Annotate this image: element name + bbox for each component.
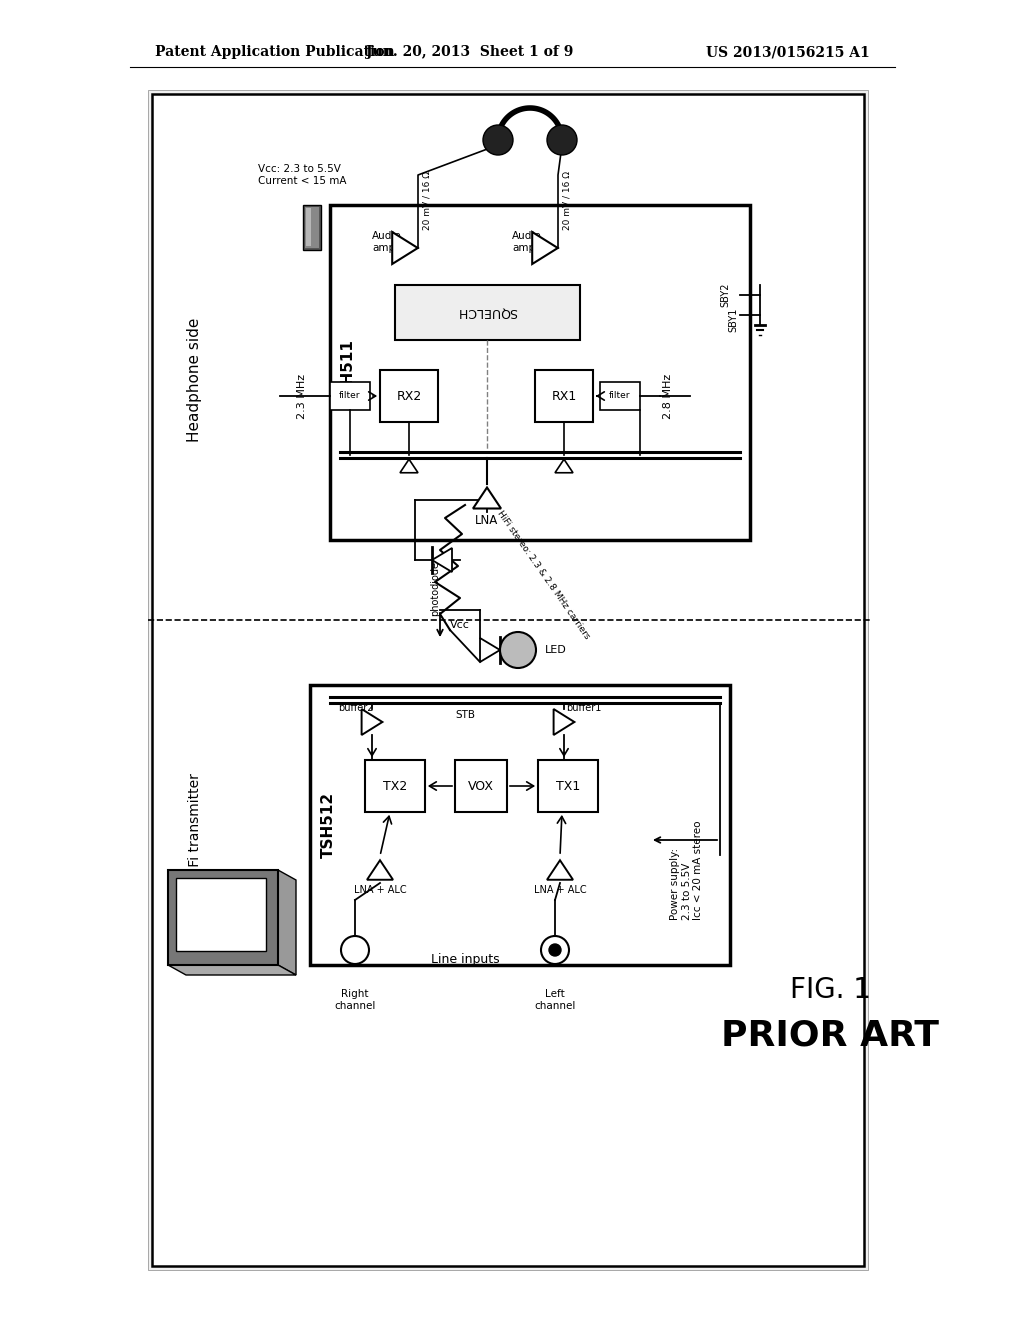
Polygon shape — [432, 548, 452, 572]
Bar — [148, 90, 868, 1270]
Polygon shape — [555, 459, 573, 473]
Text: IR stereo HiFi transmitter: IR stereo HiFi transmitter — [188, 774, 202, 946]
Text: PRIOR ART: PRIOR ART — [721, 1018, 939, 1052]
Text: VOX: VOX — [468, 780, 494, 792]
Text: photodiode: photodiode — [430, 561, 440, 615]
Bar — [455, 760, 507, 812]
Circle shape — [483, 125, 513, 154]
Text: 20 mV / 16 Ω: 20 mV / 16 Ω — [562, 170, 571, 230]
Text: buffer2: buffer2 — [338, 704, 374, 713]
Bar — [168, 870, 278, 965]
Polygon shape — [547, 861, 573, 879]
Circle shape — [541, 936, 569, 964]
Text: Left
channel: Left channel — [535, 989, 575, 1011]
Circle shape — [341, 936, 369, 964]
Text: STB: STB — [455, 710, 475, 719]
Polygon shape — [400, 459, 418, 473]
Text: Right
channel: Right channel — [334, 989, 376, 1011]
Text: Vcc: Vcc — [451, 620, 470, 630]
Polygon shape — [554, 709, 574, 735]
Text: buffer1: buffer1 — [566, 704, 602, 713]
Text: LED: LED — [545, 645, 566, 655]
Circle shape — [500, 632, 536, 668]
Text: Power supply:
2.3 to 5.5V
Icc < 20 mA stereo: Power supply: 2.3 to 5.5V Icc < 20 mA st… — [670, 820, 703, 920]
Polygon shape — [480, 638, 500, 663]
Text: FIG. 1: FIG. 1 — [790, 975, 870, 1005]
Text: US 2013/0156215 A1: US 2013/0156215 A1 — [707, 45, 870, 59]
Circle shape — [549, 944, 561, 956]
Text: LNA: LNA — [475, 513, 499, 527]
Bar — [365, 760, 425, 812]
Text: Vcc: 2.3 to 5.5V
Current < 15 mA: Vcc: 2.3 to 5.5V Current < 15 mA — [258, 164, 346, 186]
Text: LNA + ALC: LNA + ALC — [534, 884, 587, 895]
Text: Headphone side: Headphone side — [187, 318, 203, 442]
Text: filter: filter — [339, 392, 360, 400]
Text: Jun. 20, 2013  Sheet 1 of 9: Jun. 20, 2013 Sheet 1 of 9 — [367, 45, 573, 59]
Text: 2.3 MHz: 2.3 MHz — [297, 374, 307, 418]
Bar — [303, 205, 321, 249]
Text: TSH511: TSH511 — [341, 339, 355, 405]
Text: 2.8 MHz: 2.8 MHz — [663, 374, 673, 418]
Polygon shape — [278, 870, 296, 975]
Text: Patent Application Publication: Patent Application Publication — [155, 45, 394, 59]
Text: 20 mV / 16 Ω: 20 mV / 16 Ω — [423, 170, 431, 230]
Text: RX1: RX1 — [551, 389, 577, 403]
Text: filter: filter — [609, 392, 631, 400]
Bar — [306, 209, 311, 246]
Bar — [310, 685, 730, 965]
Text: TSH512: TSH512 — [321, 792, 336, 858]
Text: Audio
amp1: Audio amp1 — [512, 231, 542, 253]
Bar — [535, 370, 593, 422]
Text: TX2: TX2 — [383, 780, 408, 792]
Polygon shape — [168, 965, 296, 975]
Bar — [600, 381, 640, 411]
Text: Audio
amp2: Audio amp2 — [372, 231, 401, 253]
Polygon shape — [532, 232, 558, 264]
Bar — [380, 370, 438, 422]
Bar — [330, 205, 750, 540]
Text: RX2: RX2 — [396, 389, 422, 403]
Bar — [395, 285, 580, 341]
Bar — [152, 94, 864, 1266]
Text: TX1: TX1 — [556, 780, 581, 792]
Polygon shape — [361, 709, 382, 735]
Polygon shape — [367, 861, 393, 879]
Polygon shape — [473, 487, 501, 508]
Text: Line inputs: Line inputs — [431, 953, 500, 966]
Circle shape — [547, 125, 577, 154]
Text: SBY2: SBY2 — [720, 282, 730, 308]
Text: HiFi stereo: 2.3 & 2.8 MHz carriers: HiFi stereo: 2.3 & 2.8 MHz carriers — [495, 510, 591, 642]
Bar — [176, 878, 266, 950]
Bar — [305, 207, 319, 248]
Text: SBY1: SBY1 — [728, 308, 738, 333]
Polygon shape — [392, 232, 418, 264]
Text: LNA + ALC: LNA + ALC — [353, 884, 407, 895]
Bar — [538, 760, 598, 812]
Bar — [330, 381, 370, 411]
Text: SQUELCH: SQUELCH — [457, 305, 517, 318]
